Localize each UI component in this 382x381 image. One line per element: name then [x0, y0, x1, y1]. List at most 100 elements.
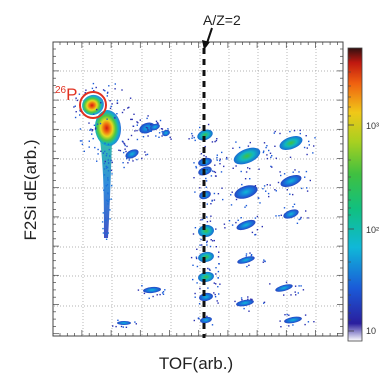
count-dot: [102, 232, 105, 234]
count-dot: [223, 165, 225, 168]
count-dot: [117, 319, 119, 321]
count-dot: [275, 190, 277, 192]
count-dot: [248, 264, 250, 266]
count-dot: [288, 314, 290, 316]
count-dot: [247, 296, 249, 298]
count-dot: [127, 107, 129, 109]
cluster-l: [233, 147, 261, 165]
count-dot: [241, 299, 243, 301]
count-dot: [109, 155, 111, 157]
az2-label: A/Z=2: [203, 12, 241, 28]
count-dot: [91, 133, 93, 135]
count-dot: [79, 128, 82, 130]
count-dot: [194, 296, 196, 298]
count-dot: [150, 124, 152, 126]
count-dot: [299, 129, 301, 132]
count-dot: [293, 129, 296, 132]
count-dot: [111, 185, 113, 187]
count-dot: [194, 139, 196, 142]
count-dot: [146, 117, 148, 120]
count-dot: [119, 149, 122, 152]
count-dot: [125, 326, 128, 328]
p26-element: P: [66, 85, 77, 104]
count-dot: [288, 325, 290, 327]
count-dot: [103, 168, 106, 170]
count-dot: [304, 323, 306, 326]
count-dot: [209, 220, 212, 222]
count-dot: [271, 166, 273, 168]
count-dot: [273, 132, 275, 134]
count-dot: [136, 158, 138, 161]
count-dot: [191, 135, 194, 137]
cluster-r: [237, 256, 255, 264]
count-dot: [275, 215, 277, 217]
count-dot: [250, 254, 253, 257]
count-dot: [102, 89, 105, 91]
count-dot: [93, 113, 95, 115]
p26-label: 26P: [55, 85, 77, 104]
count-dot: [203, 154, 205, 157]
count-dot: [196, 248, 198, 250]
count-dot: [130, 134, 133, 137]
count-dot: [245, 204, 248, 207]
count-dot: [219, 160, 221, 162]
count-dot: [306, 187, 308, 189]
count-dot: [204, 145, 206, 148]
count-dot: [292, 206, 294, 208]
count-dot: [130, 118, 132, 121]
count-dot: [274, 145, 276, 147]
count-dot: [161, 135, 163, 137]
count-dot: [216, 154, 218, 156]
count-dot: [121, 89, 123, 91]
count-dot: [200, 219, 202, 221]
count-dot: [217, 256, 220, 258]
count-dot: [238, 146, 241, 149]
count-dot: [219, 283, 221, 285]
count-dot: [196, 282, 198, 284]
count-dot: [307, 217, 309, 219]
count-dot: [269, 184, 271, 186]
count-dot: [139, 119, 141, 121]
count-dot: [129, 97, 132, 99]
count-dot: [309, 179, 311, 182]
count-dot: [306, 147, 308, 149]
count-dot: [248, 310, 250, 312]
count-dot: [210, 175, 213, 177]
count-dot: [97, 148, 99, 151]
count-dot: [206, 221, 209, 223]
count-dot: [211, 141, 214, 143]
count-dot: [211, 240, 214, 242]
count-dot: [103, 189, 105, 191]
count-dot: [305, 170, 308, 173]
count-dot: [89, 129, 91, 131]
count-dot: [91, 87, 94, 90]
cluster-x: [150, 123, 160, 131]
count-dot: [141, 285, 143, 287]
count-dot: [216, 159, 218, 161]
count-dot: [88, 140, 90, 142]
cluster-m: [279, 136, 303, 150]
count-dot: [256, 229, 259, 231]
count-dot: [211, 324, 214, 326]
count-dot: [307, 321, 310, 323]
count-dot: [289, 156, 292, 158]
count-dot: [270, 156, 272, 159]
count-dot: [95, 86, 97, 89]
count-dot: [107, 143, 110, 145]
count-dot: [152, 295, 154, 298]
count-dot: [215, 246, 217, 248]
count-dot: [91, 129, 94, 131]
count-dot: [215, 139, 218, 142]
count-dot: [198, 303, 201, 305]
count-dot: [218, 251, 220, 253]
count-dot: [114, 88, 116, 90]
count-dot: [274, 130, 276, 133]
count-dot: [105, 185, 107, 187]
count-dot: [131, 118, 133, 121]
count-dot: [124, 148, 126, 150]
count-dot: [190, 256, 193, 259]
count-dot: [249, 178, 251, 180]
count-dot: [199, 187, 201, 189]
count-dot: [137, 289, 140, 291]
count-dot: [105, 155, 108, 157]
